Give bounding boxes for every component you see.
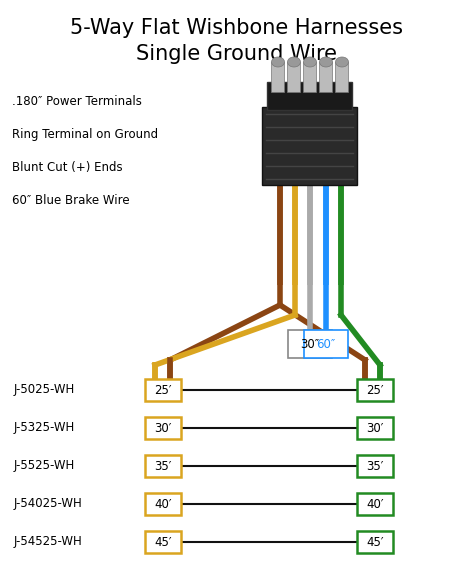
Bar — [336, 62, 348, 92]
Ellipse shape — [303, 57, 317, 67]
Text: .180″ Power Terminals: .180″ Power Terminals — [12, 95, 142, 108]
Bar — [304, 330, 348, 358]
Ellipse shape — [272, 57, 284, 67]
Text: Ring Terminal on Ground: Ring Terminal on Ground — [12, 128, 158, 141]
Bar — [357, 417, 393, 439]
Ellipse shape — [319, 57, 332, 67]
Text: 30″: 30″ — [301, 338, 319, 350]
Ellipse shape — [288, 57, 301, 67]
Bar — [145, 531, 181, 553]
Text: 25′: 25′ — [154, 384, 172, 396]
Bar — [145, 455, 181, 477]
Bar — [357, 379, 393, 401]
Bar — [303, 62, 317, 92]
Text: 35′: 35′ — [366, 460, 383, 473]
Bar — [272, 62, 284, 92]
Text: 40′: 40′ — [154, 498, 172, 510]
Text: J-54525-WH: J-54525-WH — [14, 535, 83, 548]
Bar — [357, 455, 393, 477]
Text: 35′: 35′ — [155, 460, 172, 473]
Text: 45′: 45′ — [366, 535, 384, 548]
Ellipse shape — [336, 57, 348, 67]
Bar — [267, 82, 353, 110]
Text: 25′: 25′ — [366, 384, 384, 396]
Bar — [145, 379, 181, 401]
Text: J-54025-WH: J-54025-WH — [14, 498, 83, 510]
Text: 40′: 40′ — [366, 498, 384, 510]
Bar — [319, 62, 332, 92]
Text: 5-Way Flat Wishbone Harnesses: 5-Way Flat Wishbone Harnesses — [71, 18, 403, 38]
Text: Blunt Cut (+) Ends: Blunt Cut (+) Ends — [12, 161, 123, 174]
Text: 30′: 30′ — [155, 421, 172, 435]
Bar — [145, 417, 181, 439]
Bar — [145, 493, 181, 515]
Text: Single Ground Wire: Single Ground Wire — [137, 44, 337, 64]
Text: 60″ Blue Brake Wire: 60″ Blue Brake Wire — [12, 194, 129, 207]
Bar — [263, 107, 357, 185]
Bar — [288, 62, 301, 92]
Text: J-5525-WH: J-5525-WH — [14, 460, 75, 473]
Text: 30′: 30′ — [366, 421, 383, 435]
Bar — [357, 493, 393, 515]
Text: J-5325-WH: J-5325-WH — [14, 421, 75, 435]
Bar — [288, 330, 332, 358]
Text: J-5025-WH: J-5025-WH — [14, 384, 75, 396]
Text: 60″: 60″ — [316, 338, 336, 350]
Text: 45′: 45′ — [154, 535, 172, 548]
Bar — [357, 531, 393, 553]
